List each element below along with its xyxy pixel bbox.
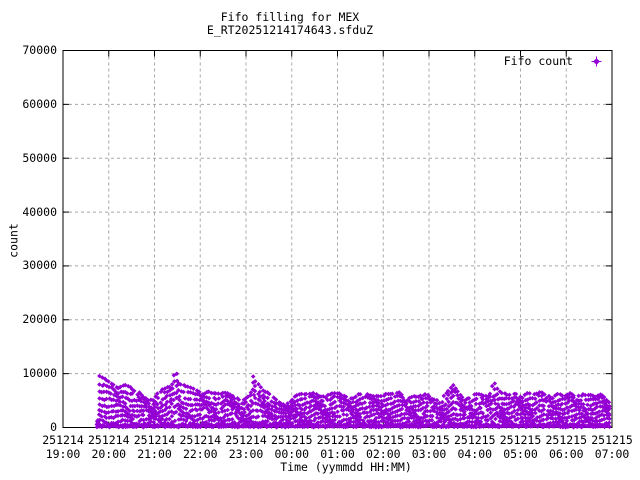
x-tick-label: 251215 00:00	[264, 433, 320, 461]
x-tick-label: 251214 23:00	[218, 433, 274, 461]
y-tick-label: 10000	[22, 366, 57, 381]
x-tick-time: 03:00	[411, 447, 447, 461]
x-tick-date: 251214	[179, 433, 222, 447]
x-tick-label: 251215 07:00	[584, 433, 640, 461]
x-tick-label: 251215 04:00	[447, 433, 503, 461]
y-tick-label: 70000	[22, 43, 57, 57]
fifo-count-points	[94, 371, 612, 430]
x-tick-time: 05:00	[503, 447, 538, 461]
y-tick-label: 50000	[22, 150, 57, 165]
x-axis-title: Time (yymmdd HH:MM)	[280, 460, 412, 474]
x-tick-date: 251215	[591, 433, 633, 447]
x-tick-time: 21:00	[137, 447, 172, 461]
x-tick-time: 04:00	[457, 447, 493, 461]
x-tick-date: 251215	[270, 433, 313, 447]
y-tick-label: 40000	[22, 204, 57, 219]
x-tick-time: 23:00	[228, 447, 264, 461]
x-tick-label: 251215 01:00	[310, 433, 366, 461]
x-tick-time: 00:00	[274, 447, 310, 461]
chart-subtitle: E_RT20251214174643.sfduZ	[206, 23, 374, 37]
x-tick-label: 251214 20:00	[81, 433, 137, 461]
x-tick-label: 251215 03:00	[401, 433, 457, 461]
x-tick-date: 251214	[87, 433, 130, 447]
x-tick-time: 22:00	[182, 447, 218, 461]
y-tick-label: 20000	[22, 312, 57, 327]
x-tick-date: 251215	[316, 433, 359, 447]
x-tick-date: 251215	[362, 433, 405, 447]
x-tick-label: 251215 05:00	[493, 433, 549, 461]
x-tick-time: 20:00	[91, 447, 127, 461]
chart-title: Fifo filling for MEX	[220, 10, 360, 24]
legend-label: Fifo count	[503, 54, 573, 68]
x-tick-date: 251215	[499, 433, 542, 447]
y-tick-label: 60000	[22, 96, 57, 111]
x-tick-date: 251215	[545, 433, 588, 447]
x-tick-time: 02:00	[365, 447, 401, 461]
x-tick-label: 251214 21:00	[127, 433, 183, 461]
x-tick-label: 251215 06:00	[538, 433, 594, 461]
x-tick-label: 251215 02:00	[355, 433, 411, 461]
x-tick-time: 19:00	[45, 447, 81, 461]
x-tick-date: 251215	[453, 433, 496, 447]
y-tick-label: 30000	[22, 258, 57, 273]
x-tick-label: 251214 19:00	[35, 433, 91, 461]
x-tick-date: 251215	[408, 433, 450, 447]
x-tick-time: 01:00	[320, 447, 355, 461]
x-tick-date: 251214	[42, 433, 84, 447]
x-tick-time: 06:00	[548, 447, 584, 461]
x-tick-time: 07:00	[594, 447, 630, 461]
y-tick-label: 0	[50, 420, 57, 434]
x-tick-date: 251214	[225, 433, 267, 447]
x-tick-date: 251214	[133, 433, 176, 447]
x-tick-label: 251214 22:00	[172, 433, 228, 461]
